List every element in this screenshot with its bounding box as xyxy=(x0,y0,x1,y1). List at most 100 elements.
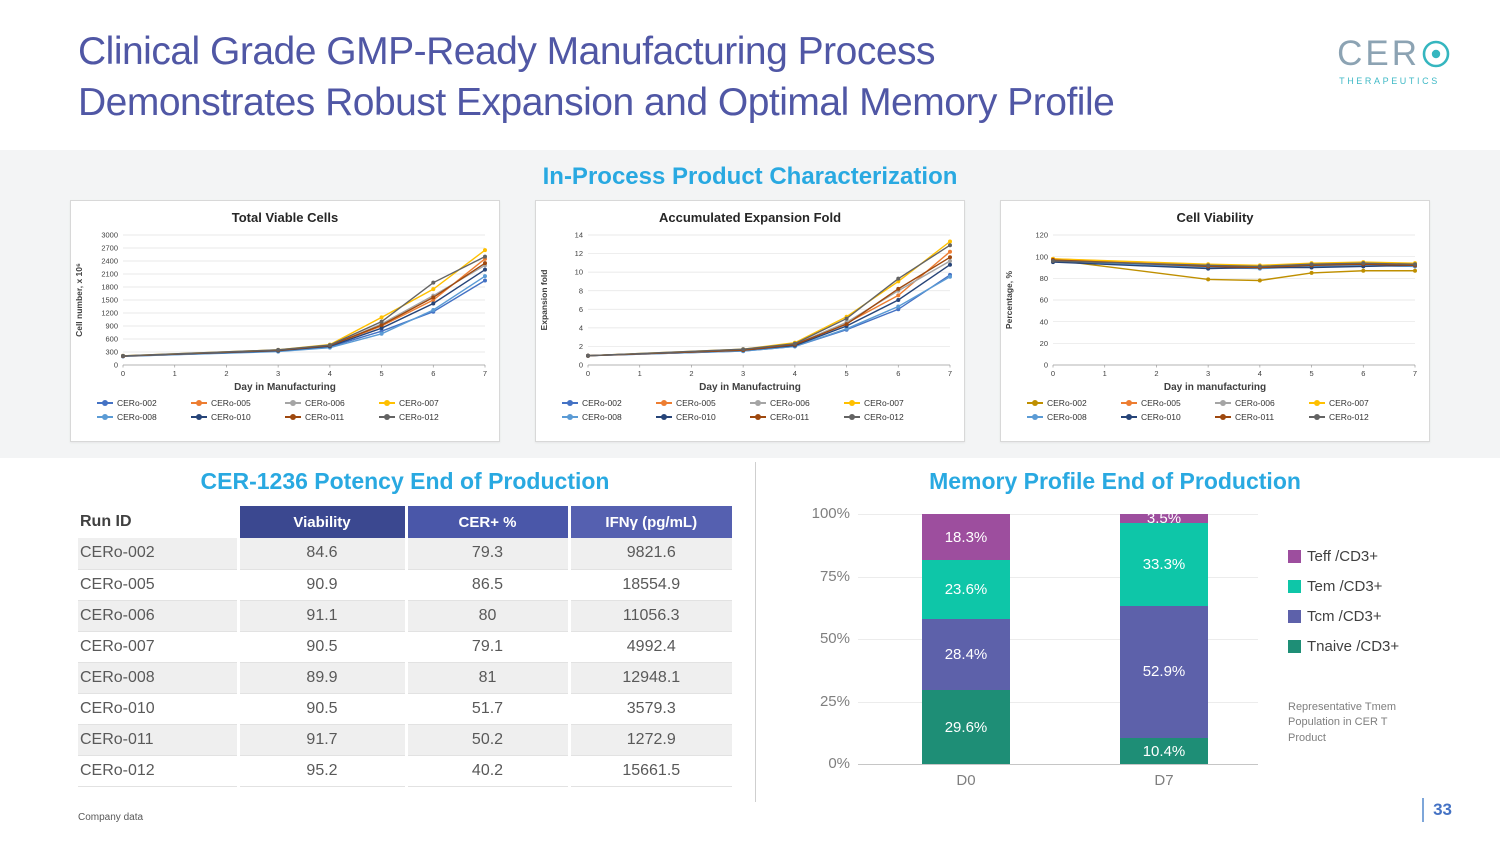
bar-segment: 29.6% xyxy=(922,690,1010,764)
legend-item: CERo-011 xyxy=(285,412,379,422)
legend-marker xyxy=(1027,400,1043,406)
svg-text:5: 5 xyxy=(379,369,383,378)
gridline xyxy=(858,639,1258,640)
run-id-cell: CERo-010 xyxy=(80,699,155,717)
svg-text:1800: 1800 xyxy=(101,283,118,292)
gridline xyxy=(858,576,1258,578)
segment-value-label: 52.9% xyxy=(1142,663,1186,681)
segment-value-label: 18.3% xyxy=(944,528,988,546)
x-axis-label: Day in Manufactruing xyxy=(699,382,801,393)
line-chart-svg: 0 300 600 900 1200 1500 1800 2100 2400 2700 3000 0 1… xyxy=(74,231,487,378)
legend-item: CERo-007 xyxy=(844,398,938,408)
y-axis-tick-label: 0% xyxy=(828,755,850,772)
chart-title: Accumulated Expansion Fold xyxy=(658,210,842,225)
legend-marker xyxy=(844,400,860,406)
svg-text:3000: 3000 xyxy=(101,231,118,240)
legend-item: Tnaive /CD3+ xyxy=(1288,638,1399,655)
svg-text:0: 0 xyxy=(114,361,118,370)
column-header-viability: Viability xyxy=(236,506,406,538)
y-axis-tick-label: 25% xyxy=(819,692,850,710)
bar-segment: 18.3% xyxy=(922,514,1010,560)
segment-value-label: 3.5% xyxy=(1146,509,1182,527)
legend-label: CERo-006 xyxy=(1235,398,1275,408)
legend-label: CERo-010 xyxy=(211,412,251,422)
legend-swatch xyxy=(1288,580,1301,593)
svg-text:Percentage, %: Percentage, % xyxy=(1004,271,1014,330)
legend-marker-dot xyxy=(384,414,390,420)
viability-cell: 90.5 xyxy=(236,631,406,662)
memory-section-title: Memory Profile End of Production xyxy=(929,468,1301,494)
viability-cell: 89.9 xyxy=(236,662,406,693)
legend-label: CERo-002 xyxy=(117,398,157,408)
svg-text:20: 20 xyxy=(1040,339,1048,348)
legend-item: CERo-005 xyxy=(191,398,285,408)
svg-text:120: 120 xyxy=(1035,231,1048,240)
svg-text:1200: 1200 xyxy=(101,309,118,318)
svg-text:5: 5 xyxy=(1309,369,1313,378)
run-id-cell: CERo-005 xyxy=(80,575,155,593)
viability-cell: 95.2 xyxy=(236,755,406,786)
legend-marker-dot xyxy=(661,400,667,406)
vertical-divider xyxy=(755,462,756,802)
page-number-divider xyxy=(1422,798,1425,822)
legend-label: CERo-012 xyxy=(864,412,904,422)
legend-marker xyxy=(379,400,395,406)
legend-marker-dot xyxy=(102,400,108,406)
legend-marker xyxy=(1309,414,1325,420)
legend-marker-dot xyxy=(1032,414,1038,420)
memory-note: Representative Tmem Population in CER T … xyxy=(1288,701,1397,744)
page-title-line2: Demonstrates Robust Expansion and Optima… xyxy=(78,81,1115,125)
logo-row: CER xyxy=(1337,34,1452,74)
page-title-line1: Clinical Grade GMP-Ready Manufacturing P… xyxy=(78,30,936,73)
legend-label: CERo-006 xyxy=(305,398,345,408)
svg-text:40: 40 xyxy=(1040,317,1048,326)
svg-text:7: 7 xyxy=(948,369,952,378)
legend-item: CERo-008 xyxy=(562,412,656,422)
legend-marker-dot xyxy=(661,414,667,420)
viability-cell: 91.7 xyxy=(236,724,406,755)
svg-text:Cell number, x 10⁶: Cell number, x 10⁶ xyxy=(74,263,84,337)
legend-marker-dot xyxy=(290,414,296,420)
svg-text:300: 300 xyxy=(105,348,118,357)
chart-legend: CERo-002 CERo-005 CERo-006 CERo-007 CERo-008… xyxy=(87,398,483,426)
svg-text:4: 4 xyxy=(1258,369,1262,378)
svg-text:0: 0 xyxy=(586,369,590,378)
legend-marker-dot xyxy=(1126,414,1132,420)
svg-text:8: 8 xyxy=(579,286,583,295)
legend-marker xyxy=(379,414,395,420)
legend-marker xyxy=(1215,400,1231,406)
ifng-cell: 12948.1 xyxy=(567,662,732,693)
svg-text:7: 7 xyxy=(483,369,487,378)
legend-label: CERo-007 xyxy=(399,398,439,408)
run-id-cell: CERo-002 xyxy=(80,544,155,562)
header-row: Run ID Viability CER+ % IFNγ (pg/mL) xyxy=(78,506,732,538)
memory-legend: Teff /CD3+ Tem /CD3+ Tcm /CD3+ Tnaive /CD3+ xyxy=(1288,548,1399,655)
table-row: CERo-012 95.2 40.2 15661.5 xyxy=(78,755,732,786)
svg-text:2: 2 xyxy=(579,342,583,351)
chart-title: Cell Viability xyxy=(1176,210,1254,225)
legend-marker-dot xyxy=(1314,400,1320,406)
legend-item: CERo-002 xyxy=(1027,398,1121,408)
legend-item: CERo-010 xyxy=(191,412,285,422)
table-row: CERo-005 90.9 86.5 18554.9 xyxy=(78,569,732,600)
legend-item: CERo-011 xyxy=(750,412,844,422)
svg-text:3: 3 xyxy=(276,369,280,378)
svg-text:2100: 2100 xyxy=(101,270,118,279)
ifng-cell: 9821.6 xyxy=(567,538,732,569)
stacked-bar-d0: 29.6% 28.4% 23.6% 18.3% xyxy=(922,514,1010,764)
legend-label: CERo-005 xyxy=(1141,398,1181,408)
legend-label: CERo-007 xyxy=(864,398,904,408)
svg-text:6: 6 xyxy=(579,305,583,314)
legend-item: CERo-010 xyxy=(1121,412,1215,422)
run-id-cell: CERo-007 xyxy=(80,637,155,655)
svg-text:2: 2 xyxy=(224,369,228,378)
line-chart-svg: 0 20 40 60 80 100 120 0 1 2 3 4 5 6 7 Percentage, % xyxy=(1004,231,1417,378)
bar-segment: 3.5% xyxy=(1120,509,1208,527)
x-axis-category-label: D7 xyxy=(1154,772,1174,789)
legend-swatch xyxy=(1288,550,1301,563)
segment-value-label: 33.3% xyxy=(1142,555,1186,573)
table-row: CERo-006 91.1 80 11056.3 xyxy=(78,600,732,631)
cer-pct-cell: 80 xyxy=(404,600,569,631)
logo-cer-text: CER xyxy=(1337,34,1420,73)
